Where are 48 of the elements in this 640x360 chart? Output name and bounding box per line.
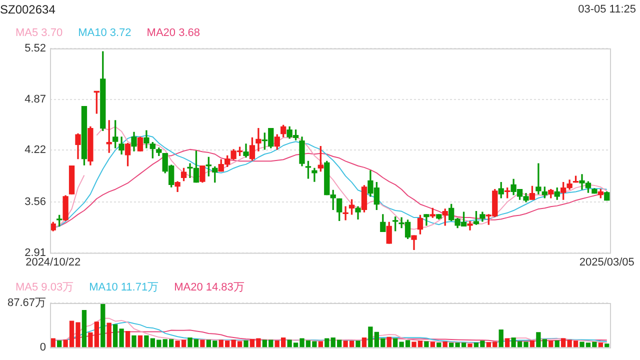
bar	[50, 338, 56, 348]
text: MA5 9.03万	[16, 282, 74, 294]
text: MA5 3.70	[16, 26, 63, 39]
text: MA10 11.71万	[89, 282, 159, 294]
candlestick	[467, 221, 473, 230]
y-tick-label: 4.87	[24, 93, 46, 106]
bar	[554, 340, 560, 348]
bar	[318, 341, 323, 348]
bar	[442, 342, 448, 348]
bar	[505, 338, 510, 348]
bar	[244, 340, 248, 348]
candlestick	[256, 128, 262, 152]
y-tick-label: 4.22	[24, 144, 46, 156]
x-tick-label: 2024/10/22	[26, 256, 81, 268]
x-tick-label: 2025/03/05	[579, 256, 634, 268]
candlestick	[342, 206, 348, 220]
text: MA10 3.72	[78, 26, 132, 39]
bar	[100, 303, 106, 348]
bar	[132, 335, 136, 348]
bar	[548, 340, 554, 348]
bar	[362, 337, 367, 348]
text: MA20 14.83万	[174, 282, 244, 294]
bar	[498, 330, 504, 348]
text: MA20 3.68	[146, 26, 200, 39]
bar	[386, 336, 392, 348]
y-tick-label: 2.91	[24, 246, 46, 259]
bar	[598, 342, 603, 348]
bar	[57, 340, 62, 348]
bar	[604, 344, 610, 348]
y-tick-label: 0	[40, 341, 46, 354]
text: 03-05 11:25	[578, 4, 636, 16]
bar	[200, 340, 205, 348]
bar	[356, 340, 360, 348]
bar	[125, 331, 130, 348]
chart-title: SZ002634	[0, 2, 56, 17]
bar	[436, 342, 442, 348]
bar	[530, 340, 535, 348]
bar	[324, 338, 330, 348]
candlestick	[312, 168, 318, 182]
y-tick-label: 3.56	[24, 196, 46, 208]
bar	[424, 341, 429, 348]
bar	[468, 344, 472, 348]
bar	[106, 322, 112, 348]
bar	[138, 335, 143, 348]
y-tick-label: 87.67万	[7, 297, 46, 310]
y-tick-label: 5.52	[24, 42, 46, 54]
bar	[82, 310, 87, 348]
candlestick	[536, 163, 542, 194]
